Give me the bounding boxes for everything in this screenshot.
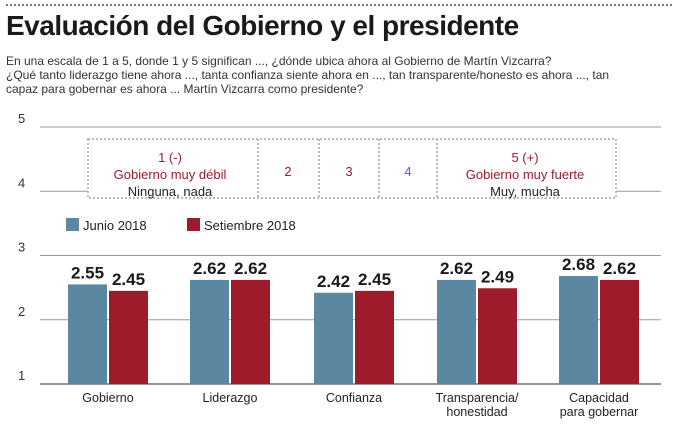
bar-junio xyxy=(559,276,598,384)
top-divider xyxy=(6,4,672,6)
legend-label: Junio 2018 xyxy=(83,218,147,233)
legend-label: Setiembre 2018 xyxy=(204,218,296,233)
scale-item-text: Ninguna, nada xyxy=(128,184,213,199)
x-tick-label: Liderazgo xyxy=(203,391,258,405)
bar-junio xyxy=(68,284,107,384)
scale-item-text: 3 xyxy=(345,164,352,179)
y-tick-label: 2 xyxy=(18,304,25,319)
scale-item-text: 2 xyxy=(284,164,291,179)
data-label: 2.55 xyxy=(71,263,104,282)
bar-setiembre xyxy=(231,279,270,384)
data-label: 2.42 xyxy=(317,272,350,291)
scale-box xyxy=(87,138,617,199)
y-tick-label: 1 xyxy=(18,368,25,383)
legend-swatch xyxy=(66,218,79,231)
x-tick-label: Gobierno xyxy=(82,391,133,405)
bar-setiembre xyxy=(355,290,394,384)
subtitle-line: ¿Qué tanto liderazgo tiene ahora ..., ta… xyxy=(6,68,610,82)
data-label: 2.45 xyxy=(112,270,145,289)
x-tick-label: honestidad xyxy=(446,405,507,419)
data-label: 2.45 xyxy=(358,270,391,289)
bar-junio xyxy=(437,279,476,384)
scale-item-text: 5 (+) xyxy=(511,150,538,165)
data-label: 2.49 xyxy=(481,267,514,286)
y-tick-label: 3 xyxy=(18,240,25,255)
data-label: 2.68 xyxy=(562,255,595,274)
bar-setiembre xyxy=(600,279,639,384)
subtitle-line: En una escala de 1 a 5, donde 1 y 5 sign… xyxy=(6,54,552,68)
subtitle-line: capaz para gobernar es ahora ... Martín … xyxy=(6,82,364,96)
legend-swatch xyxy=(187,218,200,231)
bar-setiembre xyxy=(478,288,517,384)
y-tick-label: 5 xyxy=(18,111,25,126)
y-tick-label: 4 xyxy=(18,175,25,190)
x-tick-label: para gobernar xyxy=(560,405,639,419)
x-tick-label: Transparencia/ xyxy=(436,391,519,405)
subtitle: En una escala de 1 a 5, donde 1 y 5 sign… xyxy=(6,54,670,96)
scale-item-text: Gobierno muy fuerte xyxy=(466,167,585,182)
x-tick-label: Capacidad xyxy=(569,391,629,405)
data-label: 2.62 xyxy=(234,259,267,278)
scale-item-text: Gobierno muy débil xyxy=(114,167,227,182)
scale-item-text: 1 (-) xyxy=(158,150,182,165)
bar-junio xyxy=(314,292,353,384)
bar-setiembre xyxy=(109,290,148,384)
bar-junio xyxy=(190,279,229,384)
data-label: 2.62 xyxy=(603,259,636,278)
page-title: Evaluación del Gobierno y el presidente xyxy=(6,10,519,41)
scale-item-text: Muy, mucha xyxy=(490,184,561,199)
scale-item-text: 4 xyxy=(404,164,411,179)
data-label: 2.62 xyxy=(440,259,473,278)
data-label: 2.62 xyxy=(193,259,226,278)
x-tick-label: Confianza xyxy=(326,391,382,405)
